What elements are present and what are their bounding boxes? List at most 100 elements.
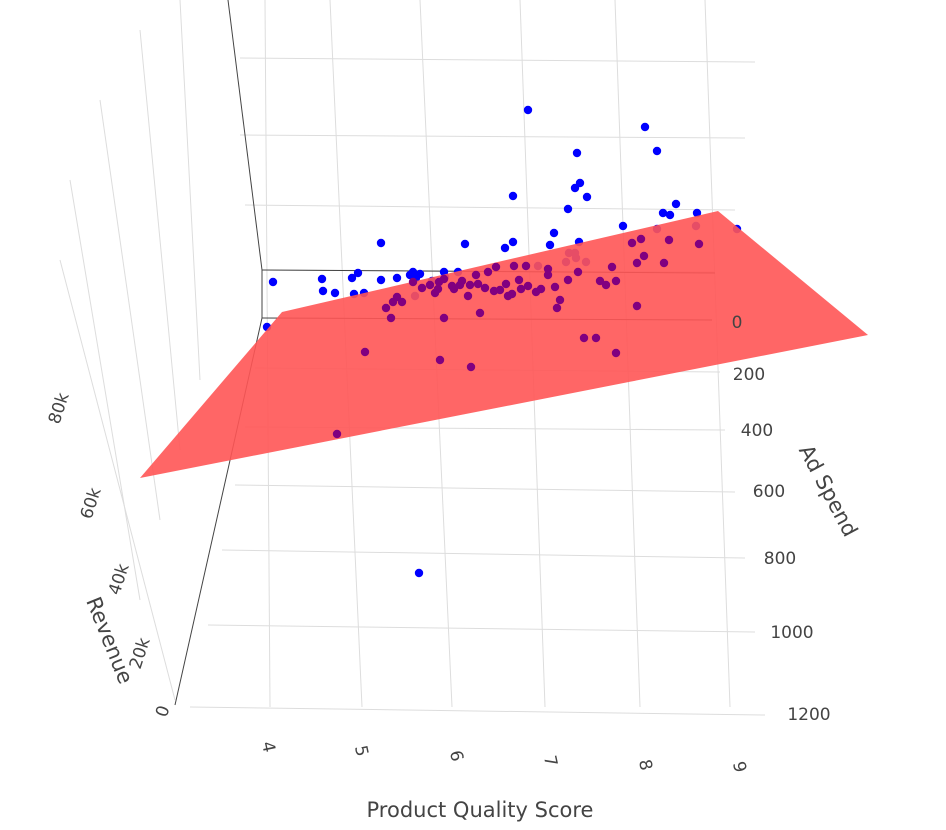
data-point-above bbox=[523, 105, 533, 115]
data-point-above bbox=[575, 178, 585, 188]
data-point-below bbox=[573, 267, 583, 277]
grid-line bbox=[179, 0, 201, 381]
data-point-below bbox=[659, 258, 669, 268]
data-point-below bbox=[521, 261, 531, 271]
y-tick-label: 1000 bbox=[770, 623, 813, 643]
data-point-above bbox=[582, 192, 592, 202]
data-point-above bbox=[652, 146, 662, 156]
data-point-below bbox=[466, 362, 476, 372]
data-point-below bbox=[563, 275, 573, 285]
data-point-below bbox=[417, 283, 427, 293]
grid-line bbox=[234, 484, 736, 493]
data-point-above bbox=[549, 228, 559, 238]
x-tick-label: 4 bbox=[257, 740, 279, 755]
grid-line bbox=[69, 179, 141, 601]
data-point-below bbox=[471, 270, 481, 280]
x-tick-label: 7 bbox=[539, 754, 561, 769]
y-tick-label: 0 bbox=[732, 313, 743, 333]
data-point-below bbox=[536, 284, 546, 294]
grid-line bbox=[207, 624, 756, 633]
data-point-above bbox=[376, 238, 386, 248]
grid-line bbox=[99, 99, 161, 521]
y-tick-label: 400 bbox=[741, 421, 773, 441]
grid-line bbox=[239, 134, 746, 139]
data-point-below bbox=[388, 297, 398, 307]
data-point-above bbox=[572, 148, 582, 158]
regression-plane-surface bbox=[140, 211, 868, 478]
data-point-below bbox=[434, 277, 444, 287]
data-point-below bbox=[397, 297, 407, 307]
data-point-below bbox=[501, 279, 511, 289]
data-point-below bbox=[639, 251, 649, 261]
z-tick-label: 40k bbox=[105, 561, 134, 597]
y-tick-label: 200 bbox=[733, 365, 765, 385]
data-point-below bbox=[489, 286, 499, 296]
data-point-below bbox=[632, 258, 642, 268]
data-point-below bbox=[664, 235, 674, 245]
data-point-below bbox=[430, 288, 440, 298]
data-point-below bbox=[627, 238, 637, 248]
data-point-below bbox=[514, 275, 524, 285]
axis-line bbox=[227, 0, 263, 271]
data-point-below bbox=[607, 262, 617, 272]
data-point-below bbox=[694, 239, 704, 249]
data-point-below bbox=[491, 262, 501, 272]
data-point-above bbox=[508, 237, 518, 247]
y-tick-label: 600 bbox=[753, 482, 785, 502]
data-point-below bbox=[550, 282, 560, 292]
data-point-above bbox=[658, 208, 668, 218]
data-point-below bbox=[463, 291, 473, 301]
data-point-below bbox=[455, 280, 465, 290]
data-point-below bbox=[636, 234, 646, 244]
data-point-below bbox=[523, 281, 533, 291]
data-point-below bbox=[480, 283, 490, 293]
y-tick-label: 800 bbox=[764, 549, 796, 569]
data-point-below bbox=[611, 276, 621, 286]
data-point-below bbox=[591, 333, 601, 343]
grid-line bbox=[239, 57, 756, 63]
data-point-below bbox=[632, 301, 642, 311]
data-point-below bbox=[543, 264, 553, 274]
data-point-below bbox=[483, 267, 493, 277]
data-point-below bbox=[332, 429, 342, 439]
data-point-above bbox=[508, 191, 518, 201]
data-point-above bbox=[392, 273, 402, 283]
z-tick-label: 80k bbox=[45, 390, 74, 426]
data-point-below bbox=[435, 355, 445, 365]
data-point-below bbox=[516, 284, 526, 294]
grid-line bbox=[189, 706, 766, 716]
data-point-above bbox=[415, 269, 425, 279]
x-tick-label: 5 bbox=[350, 744, 372, 759]
data-point-above bbox=[545, 240, 555, 250]
data-point-below bbox=[475, 308, 485, 318]
data-point-above bbox=[353, 268, 363, 278]
data-point-below bbox=[509, 261, 519, 271]
x-tick-label: 9 bbox=[728, 760, 750, 775]
grid-line bbox=[139, 29, 181, 451]
data-point-below bbox=[386, 313, 396, 323]
x-axis-title: Product Quality Score bbox=[367, 798, 594, 822]
grid-line bbox=[59, 259, 176, 701]
data-point-above bbox=[500, 243, 510, 253]
data-point-below bbox=[555, 295, 565, 305]
data-point-above bbox=[268, 277, 278, 287]
y-axis-title: Ad Spend bbox=[794, 441, 862, 541]
data-point-below bbox=[439, 313, 449, 323]
data-point-above bbox=[692, 208, 702, 218]
data-point-below bbox=[381, 303, 391, 313]
data-point-above bbox=[376, 275, 386, 285]
data-point-below bbox=[503, 291, 513, 301]
data-point-below bbox=[611, 348, 621, 358]
data-point-below bbox=[601, 280, 611, 290]
data-point-below bbox=[595, 276, 605, 286]
data-point-below bbox=[543, 270, 553, 280]
data-point-above bbox=[640, 122, 650, 132]
z-axis-title: Revenue bbox=[81, 593, 138, 687]
data-point-above bbox=[671, 199, 681, 209]
data-point-above bbox=[318, 286, 328, 296]
data-point-below bbox=[579, 333, 589, 343]
data-point-below bbox=[425, 280, 435, 290]
data-point-above bbox=[460, 239, 470, 249]
x-tick-label: 6 bbox=[445, 749, 467, 764]
